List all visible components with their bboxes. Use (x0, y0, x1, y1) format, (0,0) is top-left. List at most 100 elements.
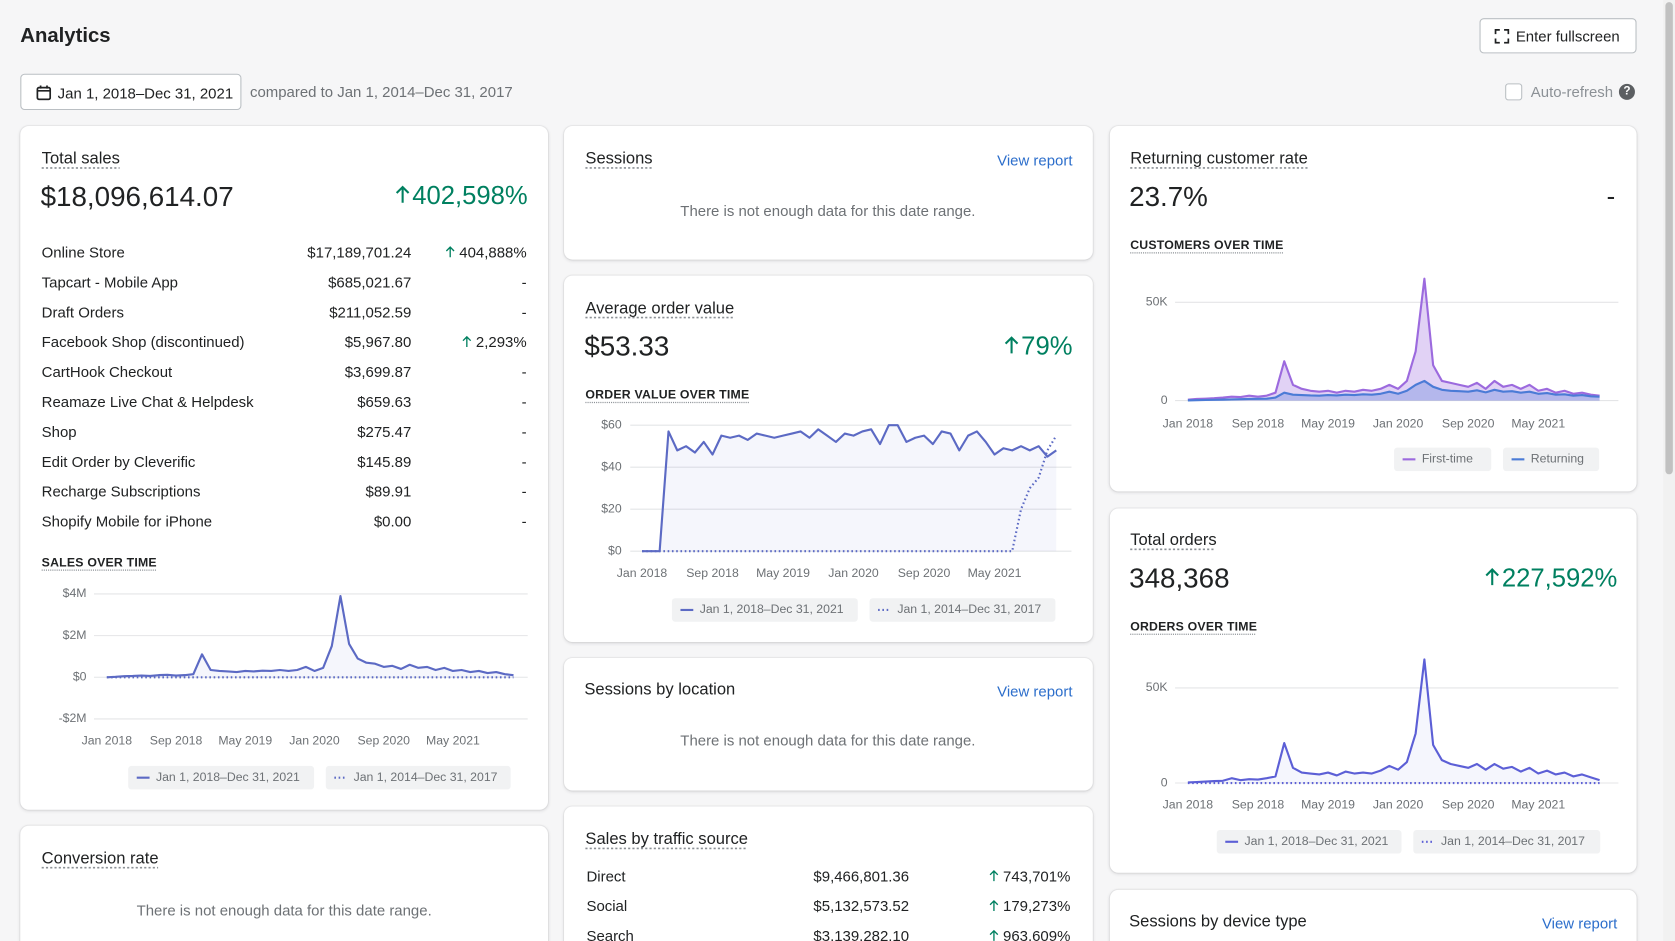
fullscreen-button[interactable]: Enter fullscreen (1479, 18, 1637, 54)
chart-title: ORDER VALUE OVER TIME (585, 389, 750, 402)
metric-change-value: 227,592% (1501, 564, 1618, 593)
row-sales: $5,132,573.52 (813, 897, 910, 915)
row-source: Direct (586, 867, 626, 885)
row-change-value: - (521, 452, 527, 471)
metric-value: 23.7% (1129, 180, 1208, 213)
row-sales: $5,967.80 (344, 333, 412, 351)
row-channel: Recharge Subscriptions (41, 482, 201, 500)
row-change-value: - (521, 303, 527, 321)
row-channel: Reamaze Live Chat & Helpdesk (41, 393, 254, 411)
row-sales: $659.63 (357, 393, 412, 411)
metric-change-value: 402,598% (412, 181, 528, 211)
view-report-link[interactable]: View report (997, 682, 1073, 700)
row-sales: $0.00 (373, 512, 412, 530)
metric-change: 79% (1004, 332, 1073, 362)
auto-refresh-checkbox[interactable] (1505, 83, 1523, 101)
sessions-card (564, 126, 1093, 260)
row-change-value: 404,888% (459, 243, 527, 261)
page-title: Analytics (20, 25, 111, 48)
row-sales: $17,189,701.24 (307, 243, 412, 261)
help-icon[interactable]: ? (1618, 83, 1635, 100)
metric-change: 402,598% (395, 181, 528, 211)
chart-title: SALES OVER TIME (41, 556, 157, 570)
row-channel: CartHook Checkout (41, 363, 173, 381)
row-change-value: 743,701% (1003, 867, 1071, 885)
row-channel: Facebook Shop (discontinued) (41, 333, 245, 351)
up-arrow (395, 185, 410, 203)
row-change: - (522, 454, 527, 469)
date-range-button[interactable]: Jan 1, 2018–Dec 31, 2021 (20, 73, 242, 111)
row-change: - (522, 364, 527, 379)
row-change: 743,701% (989, 868, 1070, 883)
row-sales: $3,699.87 (344, 363, 412, 381)
scrollbar-thumb[interactable] (1665, 2, 1673, 475)
metric-change-value: 79% (1021, 332, 1073, 362)
row-sales: $275.47 (357, 423, 412, 441)
auto-refresh-label: Auto-refresh (1530, 83, 1614, 101)
fullscreen-icon (1494, 29, 1510, 44)
up-arrow (462, 336, 472, 348)
scrollbar (1663, 0, 1675, 941)
row-change: - (522, 514, 527, 529)
metric-change: 227,592% (1485, 564, 1618, 593)
row-channel: Draft Orders (41, 303, 124, 321)
row-channel: Online Store (41, 243, 125, 261)
card-title: Sessions (585, 149, 653, 168)
row-channel: Shopify Mobile for iPhone (41, 512, 213, 530)
fullscreen-label: Enter fullscreen (1515, 27, 1620, 45)
sessions-by-device-type-card (1109, 889, 1637, 941)
metric-value: 348,368 (1129, 561, 1230, 594)
up-arrow (989, 870, 999, 882)
row-change-value: 963,609% (1003, 927, 1071, 941)
chart-title: CUSTOMERS OVER TIME (1130, 239, 1284, 253)
view-report-link[interactable]: View report (997, 151, 1073, 169)
row-change-value: - (521, 482, 527, 500)
calendar-icon (36, 85, 52, 101)
up-arrow (1004, 335, 1019, 354)
up-arrow (1485, 567, 1499, 585)
row-change-value: 179,273% (1003, 897, 1071, 915)
metric-change: - (1606, 182, 1616, 212)
row-sales: $211,052.59 (329, 303, 412, 321)
row-change-value: - (521, 512, 527, 530)
sessions-by-location-card (564, 658, 1093, 791)
row-change: 963,609% (989, 928, 1070, 941)
card-title: Total sales (41, 149, 120, 168)
row-sales: $89.91 (365, 482, 412, 500)
conversion-rate-card (20, 825, 549, 941)
sales-by-traffic-source-card (564, 806, 1093, 941)
row-change: - (522, 394, 527, 409)
up-arrow (989, 930, 999, 941)
row-change: 404,888% (445, 243, 527, 261)
view-report-link[interactable]: View report (1541, 914, 1618, 932)
card-title: Sessions by device type (1129, 912, 1307, 931)
row-channel: Tapcart - Mobile App (41, 273, 178, 291)
card-title: Returning customer rate (1130, 149, 1308, 168)
up-arrow (989, 900, 999, 912)
comparison-range: compared to Jan 1, 2014–Dec 31, 2017 (249, 83, 513, 101)
card-title: Average order value (585, 299, 735, 318)
row-sales: $685,021.67 (328, 273, 412, 291)
up-arrow (445, 246, 455, 258)
row-change-value: 2,293% (475, 333, 527, 351)
row-source: Social (586, 897, 628, 915)
empty-message: There is not enough data for this date r… (680, 201, 976, 219)
row-change: - (522, 304, 527, 319)
row-change-value: - (521, 393, 527, 411)
row-change: - (522, 275, 527, 290)
row-change: - (522, 424, 527, 439)
metric-value: $53.33 (584, 330, 670, 363)
row-change-value: - (521, 363, 527, 381)
row-channel: Edit Order by Cleverific (41, 452, 196, 471)
date-range: Jan 1, 2018–Dec 31, 2021 (57, 84, 234, 102)
row-change: - (522, 484, 527, 499)
row-sales: $3,139,282.10 (813, 927, 910, 941)
row-channel: Shop (41, 423, 77, 441)
card-title: Sessions by location (584, 680, 736, 699)
row-sales: $9,466,801.36 (813, 867, 910, 885)
metric-value: $18,096,614.07 (40, 180, 234, 213)
card-title: Conversion rate (41, 849, 159, 868)
row-change: 2,293% (462, 334, 527, 349)
